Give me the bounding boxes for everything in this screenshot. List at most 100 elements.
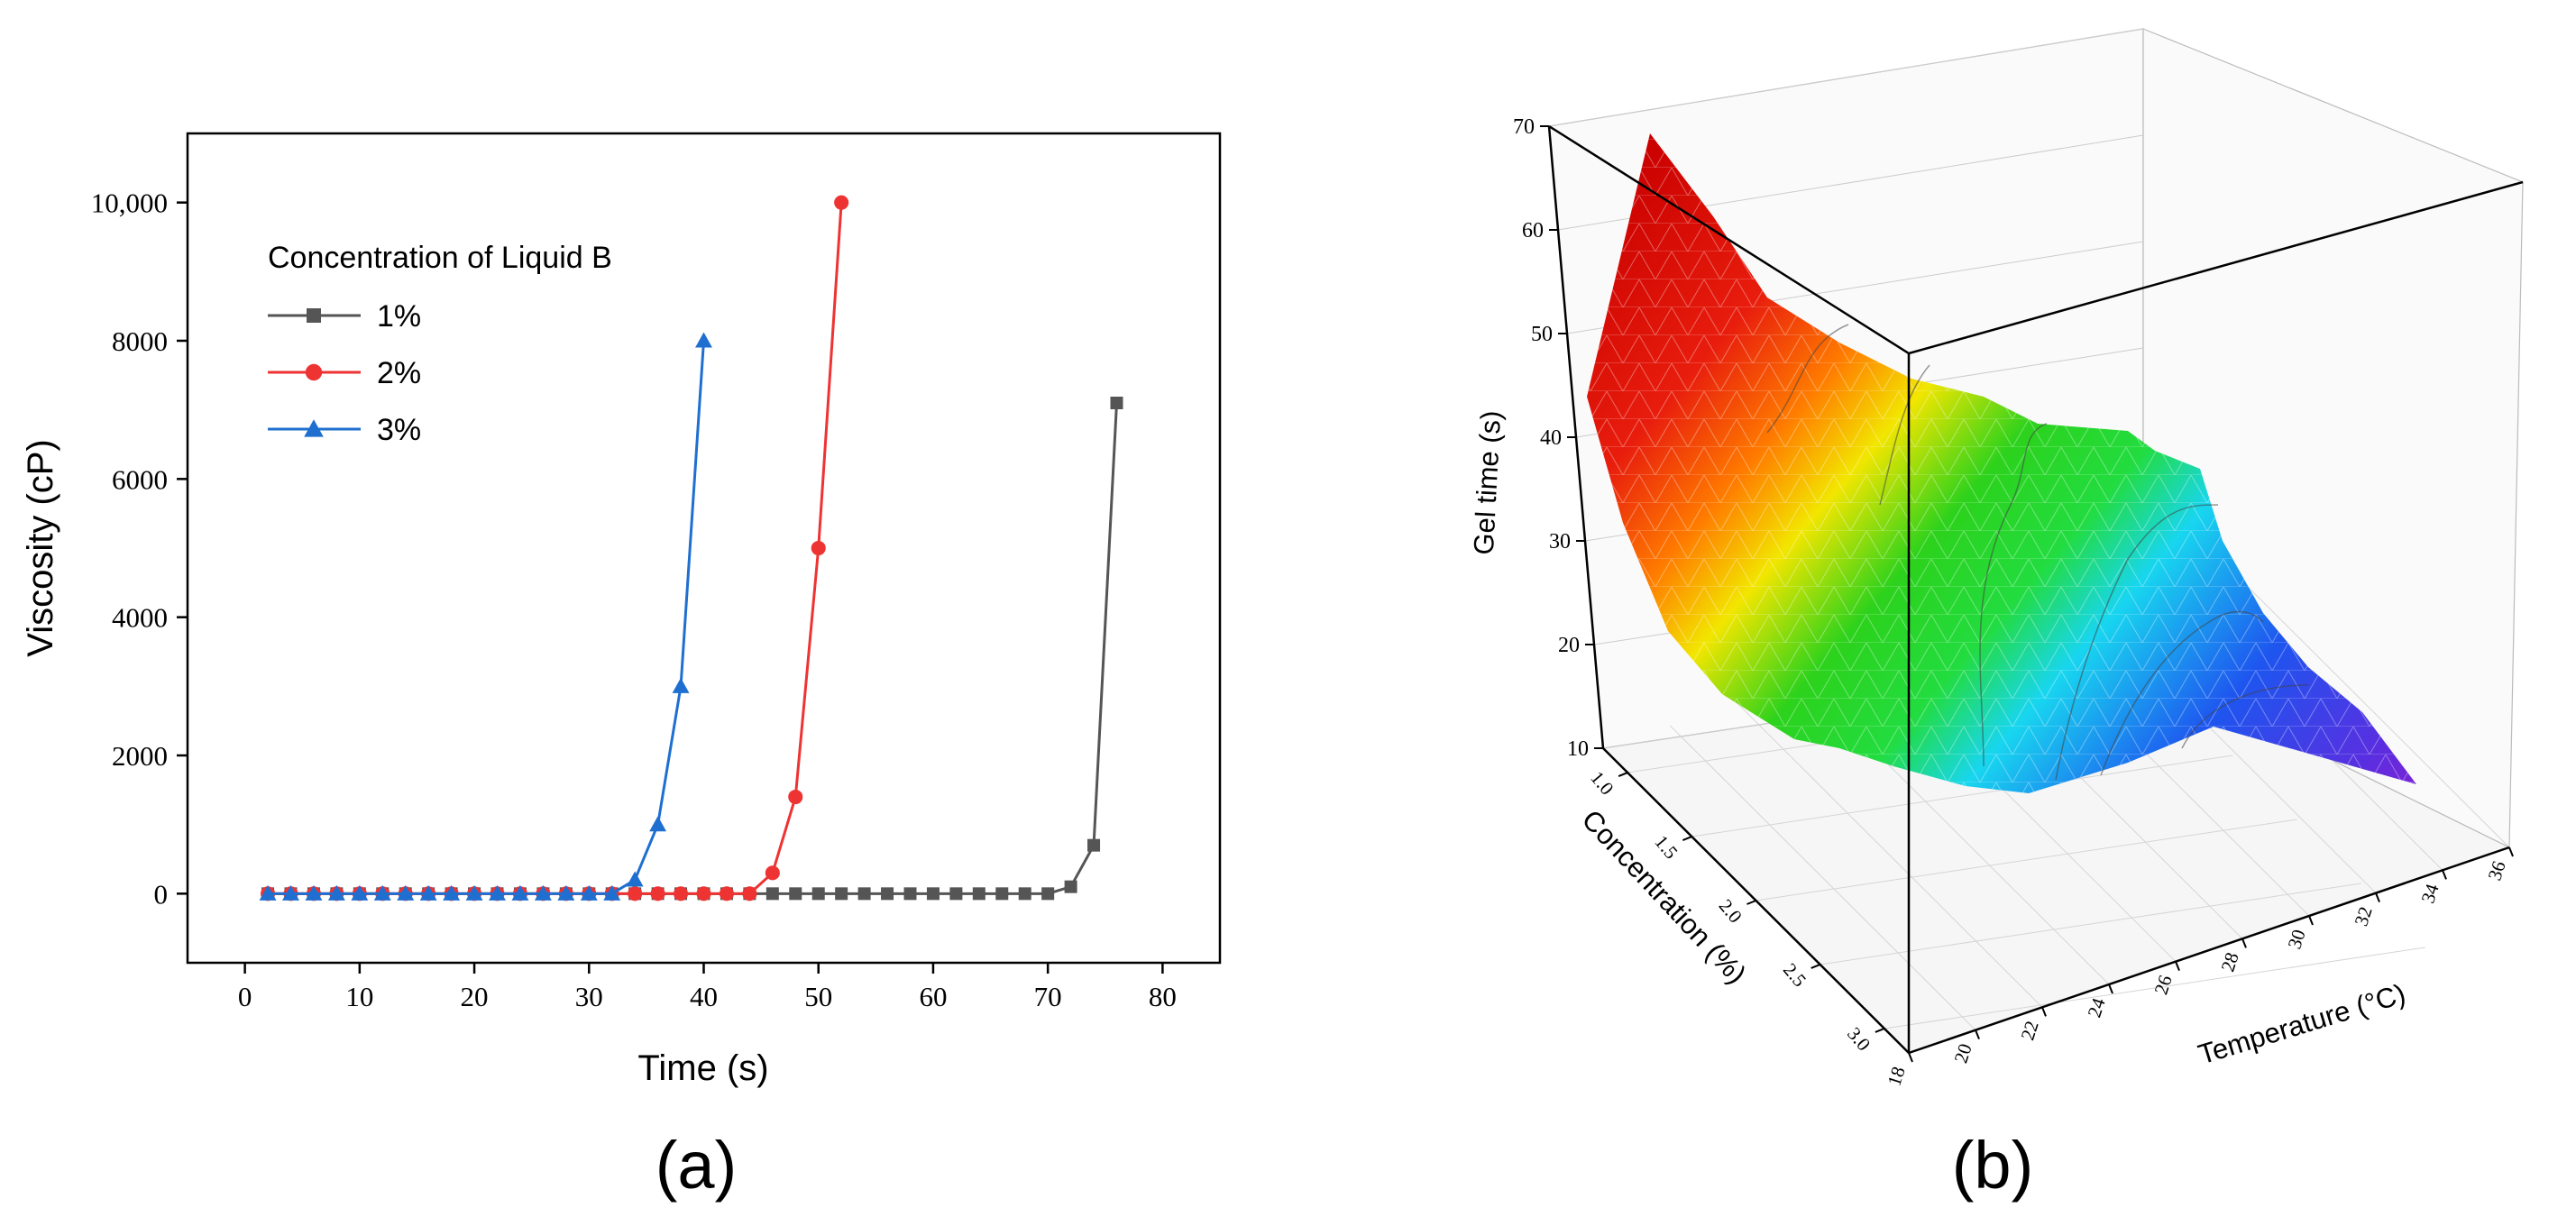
x-tick-label: 10 xyxy=(345,981,373,1012)
panel-a-label: (a) xyxy=(655,1128,737,1203)
panel-a-legend: Concentration of Liquid B 1% 2% 3% xyxy=(268,241,612,447)
temperature-tick-mark xyxy=(2175,961,2180,972)
data-point xyxy=(695,332,712,348)
concentration-tick-label: 1.0 xyxy=(1586,767,1618,800)
temperature-tick-label: 30 xyxy=(2283,927,2309,951)
data-point xyxy=(696,886,711,901)
panel-a-y-axis-label: Viscosity (cP) xyxy=(21,439,60,657)
concentration-tick-label: 3.0 xyxy=(1843,1023,1875,1056)
x-tick-label: 50 xyxy=(804,981,832,1012)
data-point xyxy=(511,884,529,901)
concentration-tick-label: 2.5 xyxy=(1779,959,1811,992)
data-point xyxy=(1110,397,1123,409)
data-point xyxy=(628,886,643,901)
x-tick-label: 30 xyxy=(575,981,603,1012)
data-point xyxy=(305,884,323,901)
temperature-tick-mark xyxy=(2108,984,2113,994)
data-point xyxy=(674,886,689,901)
panel-b-label: (b) xyxy=(1952,1128,2033,1203)
legend-marker xyxy=(304,419,324,437)
concentration-tick-mark xyxy=(1811,964,1821,969)
temperature-tick-label: 22 xyxy=(2016,1018,2042,1042)
data-point xyxy=(765,887,779,901)
temperature-tick-label: 28 xyxy=(2216,949,2242,974)
concentration-tick-label: 2.0 xyxy=(1715,895,1746,928)
z-tick-label: 20 xyxy=(1558,634,1580,657)
data-point xyxy=(742,886,757,901)
temperature-tick-mark xyxy=(1975,1029,1980,1040)
y-tick-label: 0 xyxy=(154,878,169,910)
panel-a-line-chart: 0 10 20 30 40 50 60 70 80 0 2000 4000 6000 8000 10,000… xyxy=(21,132,1222,1203)
panel-b-temperature-axis-label: Temperature (°C) xyxy=(2195,977,2409,1070)
data-point xyxy=(1041,887,1055,901)
temperature-tick-mark xyxy=(2308,915,2314,926)
concentration-gridline xyxy=(1884,947,2425,1029)
data-point xyxy=(789,887,802,901)
z-tick-label: 50 xyxy=(1531,323,1553,346)
legend-entry: 1% xyxy=(377,299,421,334)
data-point xyxy=(972,887,985,901)
legend-marker xyxy=(307,308,321,323)
concentration-tick-mark xyxy=(1875,1028,1885,1033)
x-tick-label: 0 xyxy=(238,981,252,1012)
z-gridline xyxy=(1548,28,2144,127)
z-tick-label: 10 xyxy=(1567,737,1589,761)
z-tick-label: 70 xyxy=(1513,115,1535,139)
data-point xyxy=(351,884,369,901)
z-tick-label: 40 xyxy=(1540,426,1562,450)
data-point xyxy=(489,884,506,901)
legend-marker xyxy=(305,363,323,381)
data-point xyxy=(719,886,734,901)
temperature-tick-mark xyxy=(2375,892,2380,903)
data-point xyxy=(397,884,415,901)
data-point xyxy=(811,887,825,901)
data-point xyxy=(650,886,665,901)
temperature-tick-mark xyxy=(2041,1006,2047,1017)
temperature-tick-label: 36 xyxy=(2483,858,2509,883)
panel-b-3d-surface: 70 60 50 40 30 20 10 1.0 1.5 2.0 2.5 3.0 18 20 22 24 26 2… xyxy=(1468,28,2524,1203)
concentration-tick-mark xyxy=(1682,836,1692,841)
data-point xyxy=(443,884,461,901)
x-tick-label: 40 xyxy=(690,981,718,1012)
data-point xyxy=(672,677,690,693)
temperature-tick-label: 34 xyxy=(2416,881,2443,906)
z-tick-label: 30 xyxy=(1549,530,1571,554)
temperature-tick-mark xyxy=(2241,938,2247,948)
concentration-tick-mark xyxy=(1746,900,1756,905)
data-point xyxy=(995,887,1009,901)
data-point xyxy=(926,887,940,901)
data-point xyxy=(580,884,598,901)
temperature-tick-mark xyxy=(2442,869,2447,880)
temperature-gridline xyxy=(2203,542,2510,848)
legend-title: Concentration of Liquid B xyxy=(268,241,612,275)
panel-a-plot-frame xyxy=(186,132,1222,965)
data-point xyxy=(903,887,917,901)
temperature-tick-label: 32 xyxy=(2350,904,2376,929)
temperature-tick-label: 18 xyxy=(1883,1064,1909,1088)
data-point xyxy=(327,884,345,901)
data-point xyxy=(419,884,437,901)
data-point xyxy=(603,884,621,901)
temperature-gridline xyxy=(1736,701,2043,1008)
series-3% xyxy=(259,332,712,901)
data-point xyxy=(881,887,894,901)
data-point xyxy=(282,884,299,901)
temperature-axis-line xyxy=(1908,846,2510,1055)
data-point xyxy=(1018,887,1031,901)
temperature-gridline xyxy=(1669,725,1976,1031)
data-point xyxy=(1087,838,1101,852)
concentration-gridline xyxy=(1756,819,2297,901)
data-point xyxy=(557,884,575,901)
data-point xyxy=(857,887,871,901)
y-tick-label: 4000 xyxy=(112,602,168,634)
temperature-tick-mark xyxy=(1908,1052,1913,1063)
data-point xyxy=(465,884,483,901)
data-point xyxy=(788,789,803,805)
concentration-gridline xyxy=(1691,755,2233,837)
surface-contours xyxy=(1766,324,2309,781)
surface-mesh xyxy=(1587,133,2416,793)
legend-entry: 2% xyxy=(377,356,421,390)
x-tick-label: 80 xyxy=(1149,981,1177,1012)
y-tick-label: 2000 xyxy=(112,740,168,772)
